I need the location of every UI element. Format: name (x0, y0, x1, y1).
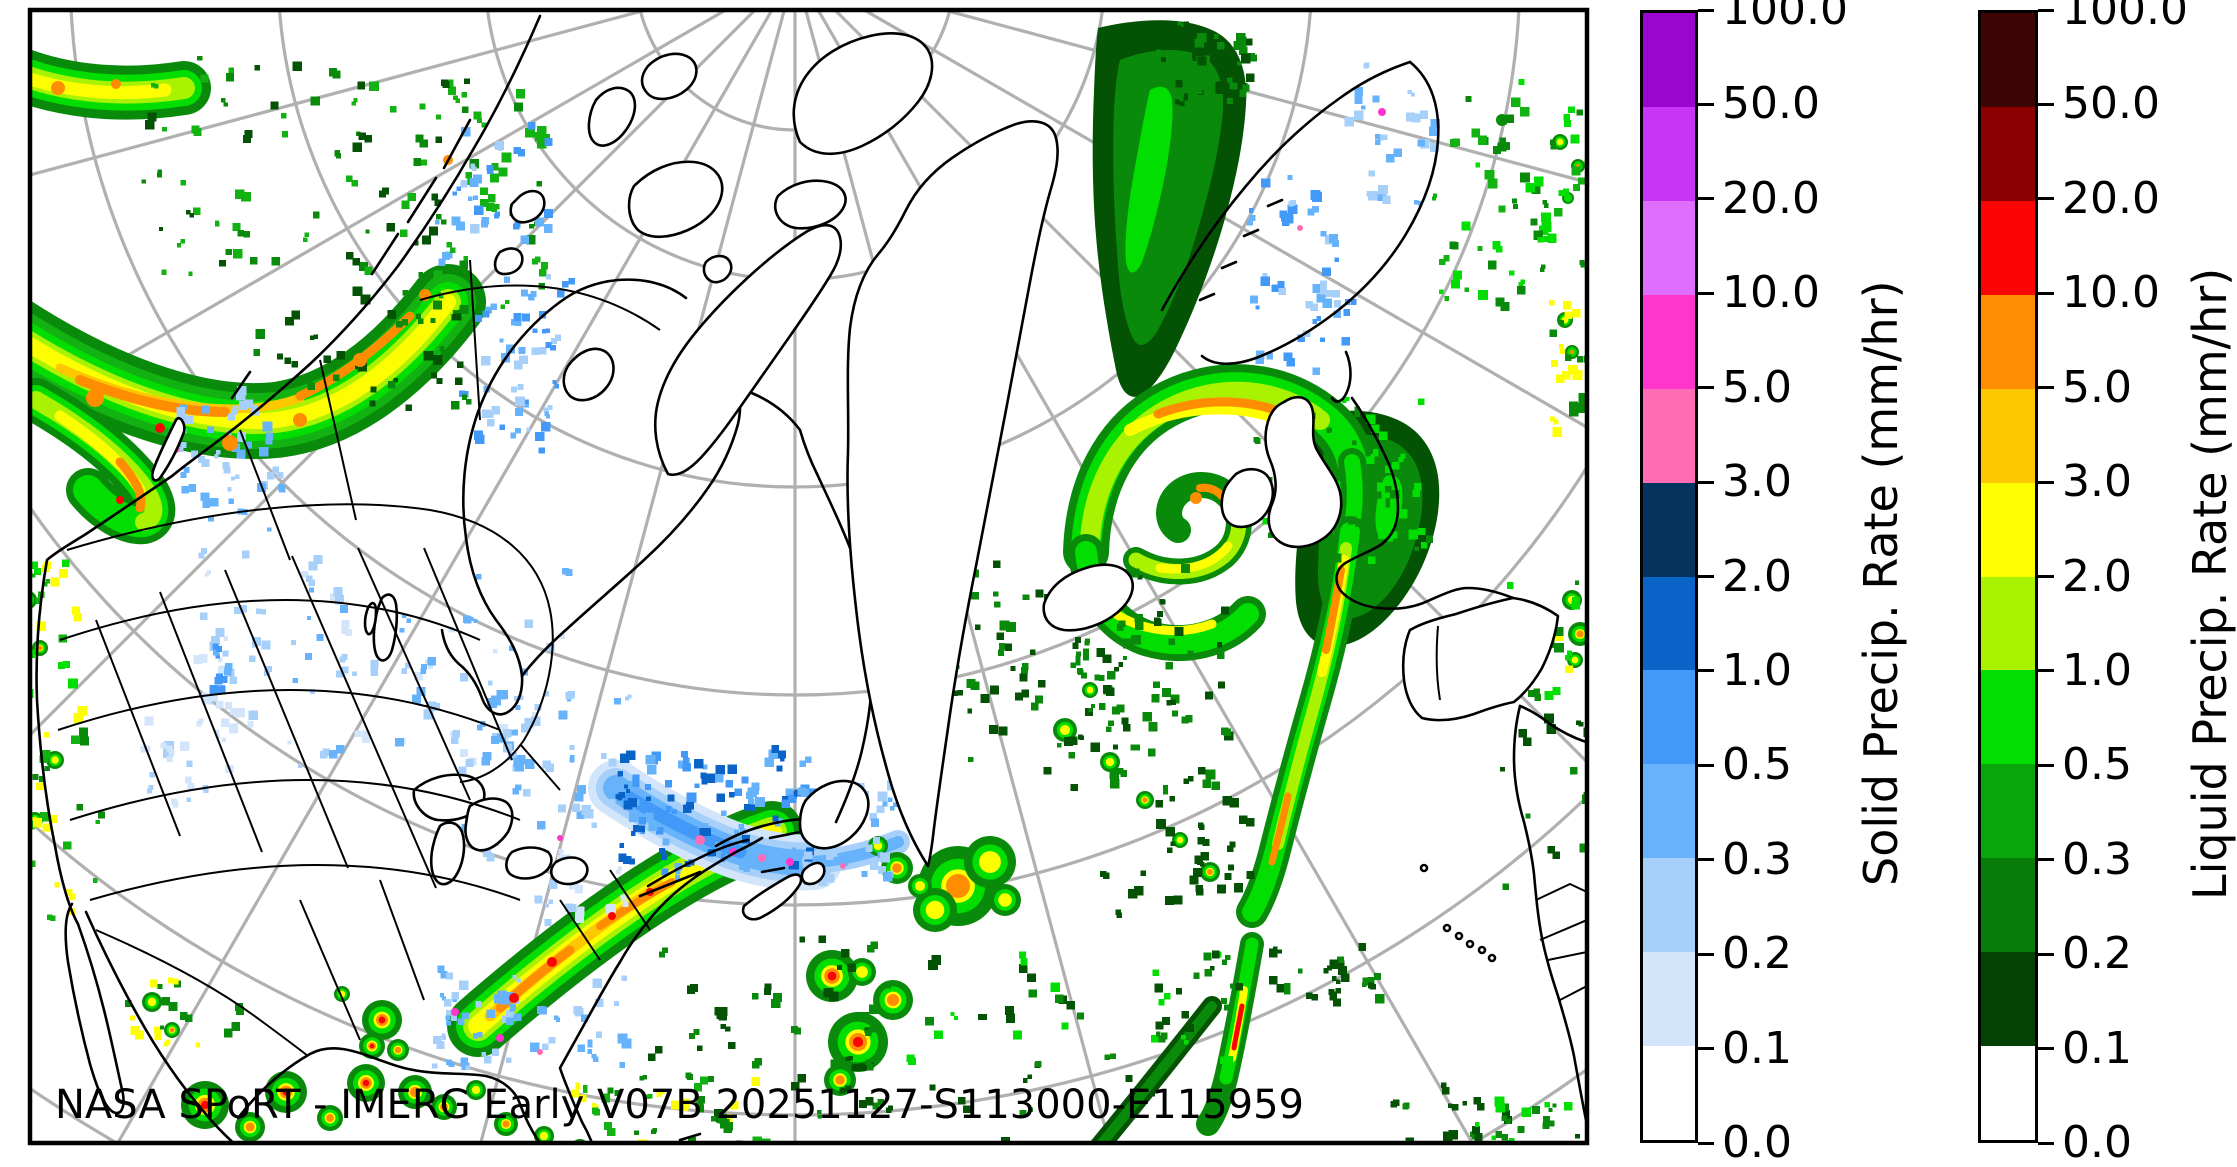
tick-mark (1698, 197, 1714, 201)
colorbar-segment (1981, 670, 2035, 765)
tick-label: 10.0 (2062, 267, 2160, 319)
colorbar-segment (1643, 200, 1695, 295)
meridian-line (804, 12, 1111, 1141)
tick-mark (2038, 952, 2054, 956)
tick-label: 50.0 (1722, 78, 1820, 130)
tick-mark (2038, 858, 2054, 862)
colorbar-segment (1981, 388, 2035, 483)
tick-label: 20.0 (2062, 172, 2160, 224)
political-borders (57, 259, 661, 1057)
colorbar-segment (1981, 294, 2035, 389)
map-frame (27, 7, 1590, 1146)
tick-label: 1.0 (1722, 644, 1792, 696)
meridian-line (32, 12, 645, 177)
tick-label: 50.0 (2062, 78, 2160, 130)
colorbar-segment (1981, 1046, 2035, 1141)
tick-mark (1698, 858, 1714, 862)
tick-label: 5.0 (1722, 361, 1792, 413)
meridian-line (864, 12, 1585, 428)
tick-mark (2038, 197, 2054, 201)
tick-mark (2038, 386, 2054, 390)
tick-label: 2.0 (2062, 550, 2132, 602)
colorbar-segment (1981, 200, 2035, 295)
tick-mark (1698, 8, 1714, 12)
colorbar-segment (1643, 858, 1695, 953)
tick-mark (1698, 575, 1714, 578)
tick-mark (2038, 1047, 2054, 1051)
colorbar-segment (1981, 482, 2035, 577)
solid-colorbar (1640, 10, 1698, 1143)
colorbar-segment (1643, 13, 1695, 107)
tick-label: 0.2 (1722, 928, 1792, 980)
tick-label: 3.0 (1722, 456, 1792, 508)
solid-colorbar-axis-label: Solid Precip. Rate (mm/hr) (1854, 280, 1908, 887)
colorbar-segment (1643, 482, 1695, 577)
tick-label: 0.0 (1722, 1117, 1792, 1167)
tick-mark (1698, 291, 1714, 295)
colorbar-segment (1981, 576, 2035, 671)
tick-mark (1698, 763, 1714, 767)
precipitation-layer (32, 20, 1585, 1141)
colorbar-segment (1643, 952, 1695, 1047)
tick-label: 0.1 (1722, 1022, 1792, 1074)
tick-label: 2.0 (1722, 550, 1792, 602)
colorbar-segment (1643, 388, 1695, 483)
map-title-annotation: NASA SPoRT - IMERG Early V07B 20251127-S… (55, 1082, 1304, 1128)
tick-mark (2038, 575, 2054, 578)
colorbar-segment (1981, 106, 2035, 201)
tick-mark (1698, 386, 1714, 390)
tick-mark (1698, 102, 1714, 106)
map-canvas: NASA SPoRT - IMERG Early V07B 20251127-S… (27, 7, 1590, 1146)
tick-label: 0.3 (1722, 833, 1792, 885)
tick-label: 0.5 (1722, 739, 1792, 791)
tick-mark (2038, 291, 2054, 295)
tick-mark (2038, 480, 2054, 484)
tick-label: 0.3 (2062, 833, 2132, 885)
tick-label: 1.0 (2062, 644, 2132, 696)
tick-mark (2038, 763, 2054, 767)
meridian-line (945, 12, 1585, 184)
colorbar-segment (1981, 13, 2035, 107)
liquid-colorbar-axis-label: Liquid Precip. Rate (mm/hr) (2183, 267, 2237, 900)
coastlines (35, 14, 1585, 1141)
tick-mark (1698, 669, 1714, 673)
tick-label: 100.0 (1722, 0, 1848, 35)
colorbar-segment (1643, 764, 1695, 859)
tick-mark (1698, 480, 1714, 484)
colorbar-segment (1643, 294, 1695, 389)
tick-mark (2038, 1141, 2054, 1145)
convective-cells (32, 114, 1585, 1141)
colorbar-segment (1643, 576, 1695, 671)
tick-label: 3.0 (2062, 456, 2132, 508)
meridian-line (32, 12, 756, 736)
tick-mark (2038, 8, 2054, 12)
tick-label: 100.0 (2062, 0, 2188, 35)
tick-mark (1698, 1141, 1714, 1145)
tick-label: 20.0 (1722, 172, 1820, 224)
tick-mark (2038, 102, 2054, 106)
tick-label: 10.0 (1722, 267, 1820, 319)
liquid-colorbar (1978, 10, 2038, 1143)
tick-label: 0.1 (2062, 1022, 2132, 1074)
tick-mark (1698, 952, 1714, 956)
tick-mark (1698, 1047, 1714, 1051)
tick-label: 0.5 (2062, 739, 2132, 791)
colorbar-segment (1643, 106, 1695, 201)
meridian-line (479, 12, 786, 1141)
colorbar-segment (1643, 670, 1695, 765)
colorbar-segment (1643, 1046, 1695, 1141)
colorbar-segment (1981, 952, 2035, 1047)
tick-label: 0.0 (2062, 1117, 2132, 1167)
colorbar-segment (1981, 858, 2035, 953)
tick-mark (2038, 669, 2054, 673)
tick-label: 5.0 (2062, 361, 2132, 413)
tick-label: 0.2 (2062, 928, 2132, 980)
colorbar-segment (1981, 764, 2035, 859)
